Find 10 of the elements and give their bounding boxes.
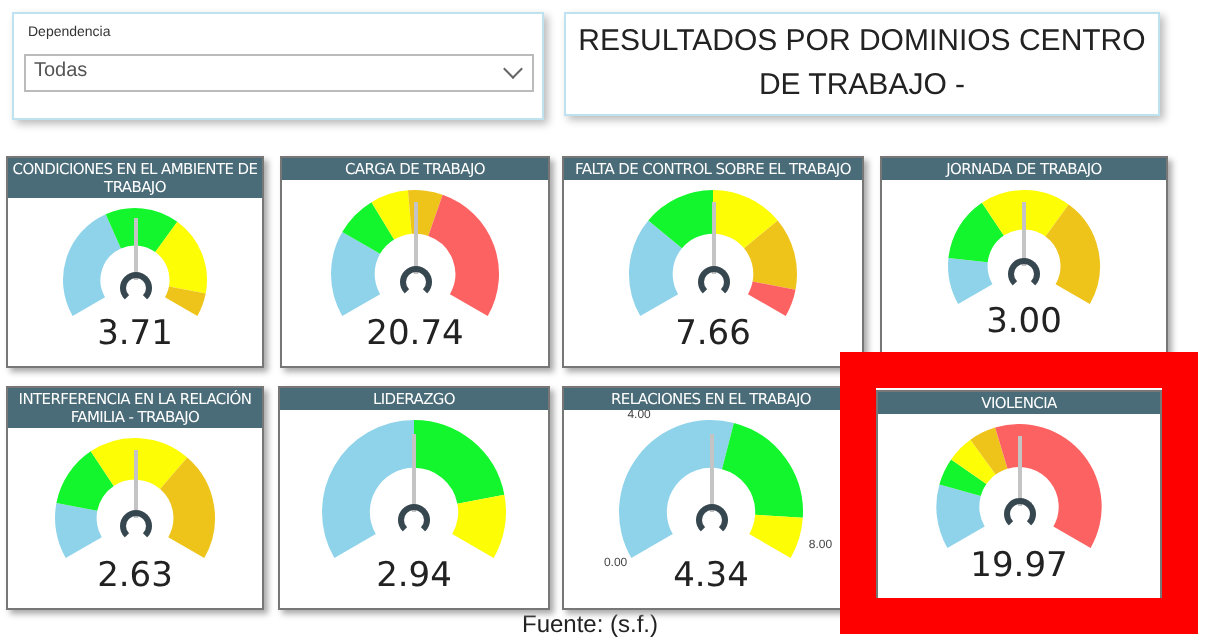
text: 2.63 <box>95 556 175 596</box>
text: 19.97 <box>968 546 1070 586</box>
text: 4.34 <box>673 556 749 596</box>
text: 20.74 <box>364 314 466 354</box>
text: 3.00 <box>984 302 1064 342</box>
text: 7.66 <box>673 314 753 354</box>
source-note: Fuente: (s.f.) <box>519 610 661 638</box>
text: 3.71 <box>95 314 175 354</box>
text: 2.94 <box>374 556 454 596</box>
text: RESULTADOS POR DOMINIOS CENTRO DE TRABAJO - <box>564 12 1160 116</box>
